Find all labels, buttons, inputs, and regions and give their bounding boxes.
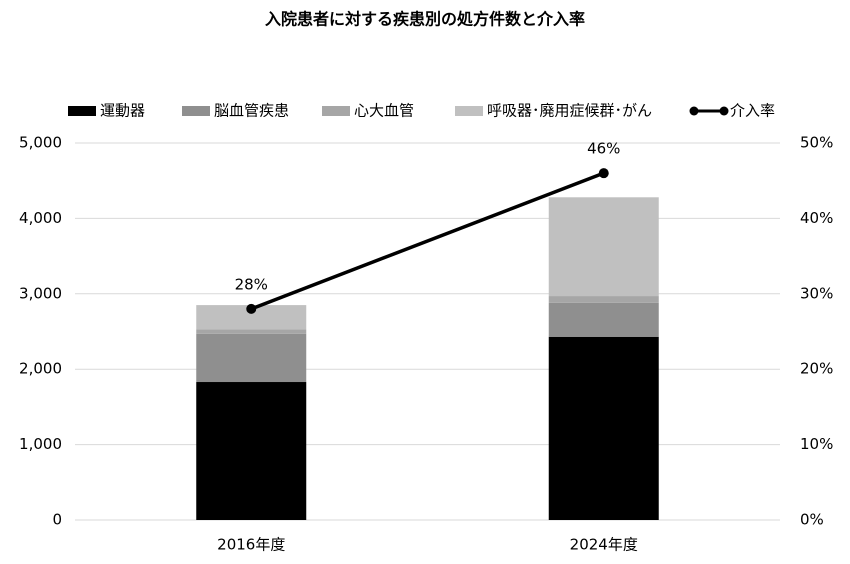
y-tick-label: 3,000 xyxy=(19,284,62,302)
legend-label: 心大血管 xyxy=(354,102,414,120)
bar-segment xyxy=(548,296,659,303)
y2-tick-label: 0% xyxy=(800,511,824,529)
legend-swatch xyxy=(455,106,483,116)
line-point xyxy=(246,303,257,314)
bar-segment xyxy=(196,329,307,334)
legend-swatch xyxy=(68,106,96,116)
legend-label: 運動器 xyxy=(100,102,145,120)
y2-tick-label: 20% xyxy=(800,360,833,378)
line-point xyxy=(598,168,609,179)
legend-swatch xyxy=(182,106,210,116)
chart-title: 入院患者に対する疾患別の処方件数と介入率 xyxy=(265,10,585,29)
y-tick-label: 0 xyxy=(52,511,62,529)
data-label: 28% xyxy=(235,275,268,293)
bar-segment xyxy=(196,333,307,383)
line-series xyxy=(250,171,605,311)
legend-swatch xyxy=(322,106,350,116)
legend-label: 脳血管疾患 xyxy=(214,102,289,120)
y2-tick-label: 30% xyxy=(800,284,833,302)
bar-segment xyxy=(548,336,659,520)
y2-tick-label: 40% xyxy=(800,209,833,227)
y-tick-label: 2,000 xyxy=(19,360,62,378)
y2-tick-label: 50% xyxy=(800,134,833,152)
legend-marker xyxy=(719,106,729,116)
y-tick-label: 5,000 xyxy=(19,134,62,152)
legend-label: 呼吸器･廃用症候群･がん xyxy=(487,102,652,120)
bar-segment xyxy=(548,302,659,337)
data-label: 46% xyxy=(587,140,620,158)
y2-tick-label: 10% xyxy=(800,435,833,453)
legend-label: 介入率 xyxy=(730,102,775,120)
bar-segment xyxy=(548,197,659,297)
x-tick-label: 2024年度 xyxy=(570,536,638,554)
bar-segment xyxy=(196,382,307,520)
x-tick-label: 2016年度 xyxy=(217,536,285,554)
y-tick-label: 4,000 xyxy=(19,209,62,227)
y-tick-label: 1,000 xyxy=(19,435,62,453)
legend-marker xyxy=(689,106,699,116)
